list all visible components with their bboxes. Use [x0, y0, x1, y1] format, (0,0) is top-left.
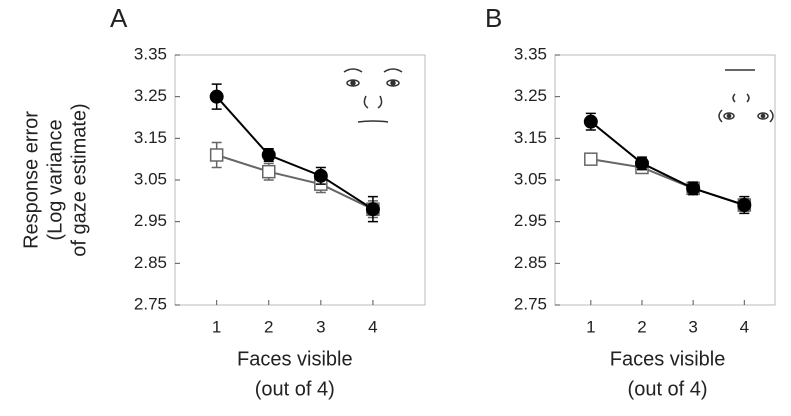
point: [313, 168, 328, 183]
point: [209, 89, 224, 104]
plot-frame: [554, 54, 776, 306]
point: [686, 181, 701, 196]
panel-label: B: [485, 3, 502, 33]
x-axis-label: Faces visible: [610, 348, 726, 370]
y-tick-label: 2.75: [134, 294, 167, 313]
x-tick-label: 4: [740, 317, 749, 336]
y-tick-label: 3.05: [134, 169, 167, 188]
x-tick-label: 2: [637, 317, 646, 336]
point: [209, 148, 224, 162]
y-tick-label: 2.75: [514, 294, 547, 313]
y-axis-label: of gaze estimate): [68, 103, 90, 256]
x-axis-label: (out of 4): [628, 378, 708, 400]
x-axis-label: Faces visible: [237, 348, 353, 370]
x-tick-label: 3: [688, 317, 697, 336]
y-tick-label: 2.95: [514, 211, 547, 230]
series-line: [590, 120, 745, 206]
y-axis-label: Response error: [20, 111, 42, 249]
y-tick-label: 3.25: [514, 86, 547, 105]
series-line: [216, 154, 374, 211]
y-tick-label: 2.85: [134, 253, 167, 272]
point: [365, 202, 380, 217]
y-tick-label: 2.85: [514, 253, 547, 272]
x-tick-label: 3: [316, 317, 325, 336]
x-axis-label: (out of 4): [255, 378, 335, 400]
face-icon-b: [718, 69, 774, 123]
y-tick-label: 3.15: [514, 128, 547, 147]
y-axis-label: (Log variance: [44, 119, 66, 240]
point: [737, 198, 752, 212]
x-tick-label: 1: [586, 317, 595, 336]
y-tick-label: 3.35: [514, 44, 547, 63]
point: [584, 152, 598, 166]
x-tick-label: 4: [368, 317, 377, 336]
y-tick-label: 3.35: [134, 44, 167, 63]
panel-label: A: [110, 3, 128, 33]
y-tick-label: 3.15: [134, 128, 167, 147]
series-line: [215, 96, 374, 211]
x-tick-label: 1: [212, 317, 221, 336]
point: [583, 114, 598, 129]
point: [634, 156, 649, 171]
y-tick-label: 3.25: [134, 86, 167, 105]
x-tick-label: 2: [264, 317, 273, 336]
y-tick-label: 2.95: [134, 211, 167, 230]
point: [262, 164, 276, 179]
y-tick-label: 3.05: [514, 169, 547, 188]
face-icon-a: [343, 68, 403, 123]
point: [261, 148, 276, 162]
